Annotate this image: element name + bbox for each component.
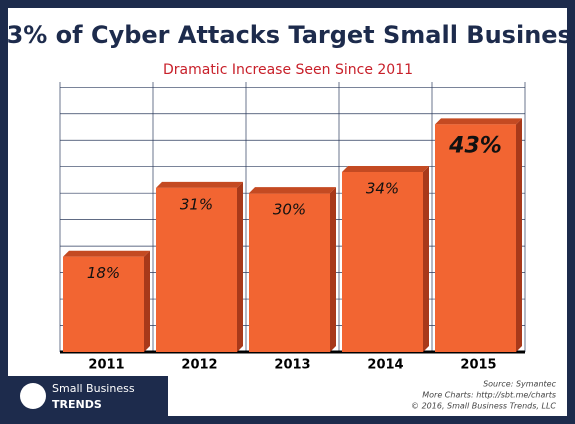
logo-text: Small Business [52,382,135,395]
bar [342,172,423,352]
value-label: 30% [273,201,306,219]
bar-top [249,187,336,194]
logo-text: TRENDS [52,398,102,411]
source-note: © 2016, Small Business Trends, LLC [411,402,556,411]
logo-circle [20,383,46,409]
x-tick-label: 2015 [460,358,496,373]
bar-side [237,181,243,352]
bar [63,256,144,352]
bar-side [516,118,522,353]
value-label: 43% [448,133,502,158]
bar-top [435,118,522,125]
bar-side [144,250,150,352]
bar [156,187,237,352]
source-note: Source: Symantec [483,380,557,389]
bar [249,193,330,352]
value-label: 18% [87,264,120,282]
chart-subtitle: Dramatic Increase Seen Since 2011 [163,62,413,78]
bar-side [423,166,429,352]
x-tick-label: 2014 [367,358,403,373]
bar-top [156,181,243,188]
x-tick-label: 2011 [88,358,124,373]
bar-top [63,250,150,257]
x-tick-label: 2012 [181,358,217,373]
bar [435,124,516,353]
value-label: 31% [180,195,213,213]
chart-title: 43% of Cyber Attacks Target Small Busine… [0,21,575,49]
bar-top [342,166,429,172]
x-tick-label: 2013 [274,358,310,373]
bar-side [330,187,336,352]
source-note: More Charts: http://sbt.me/charts [422,391,556,400]
value-label: 34% [366,180,399,198]
